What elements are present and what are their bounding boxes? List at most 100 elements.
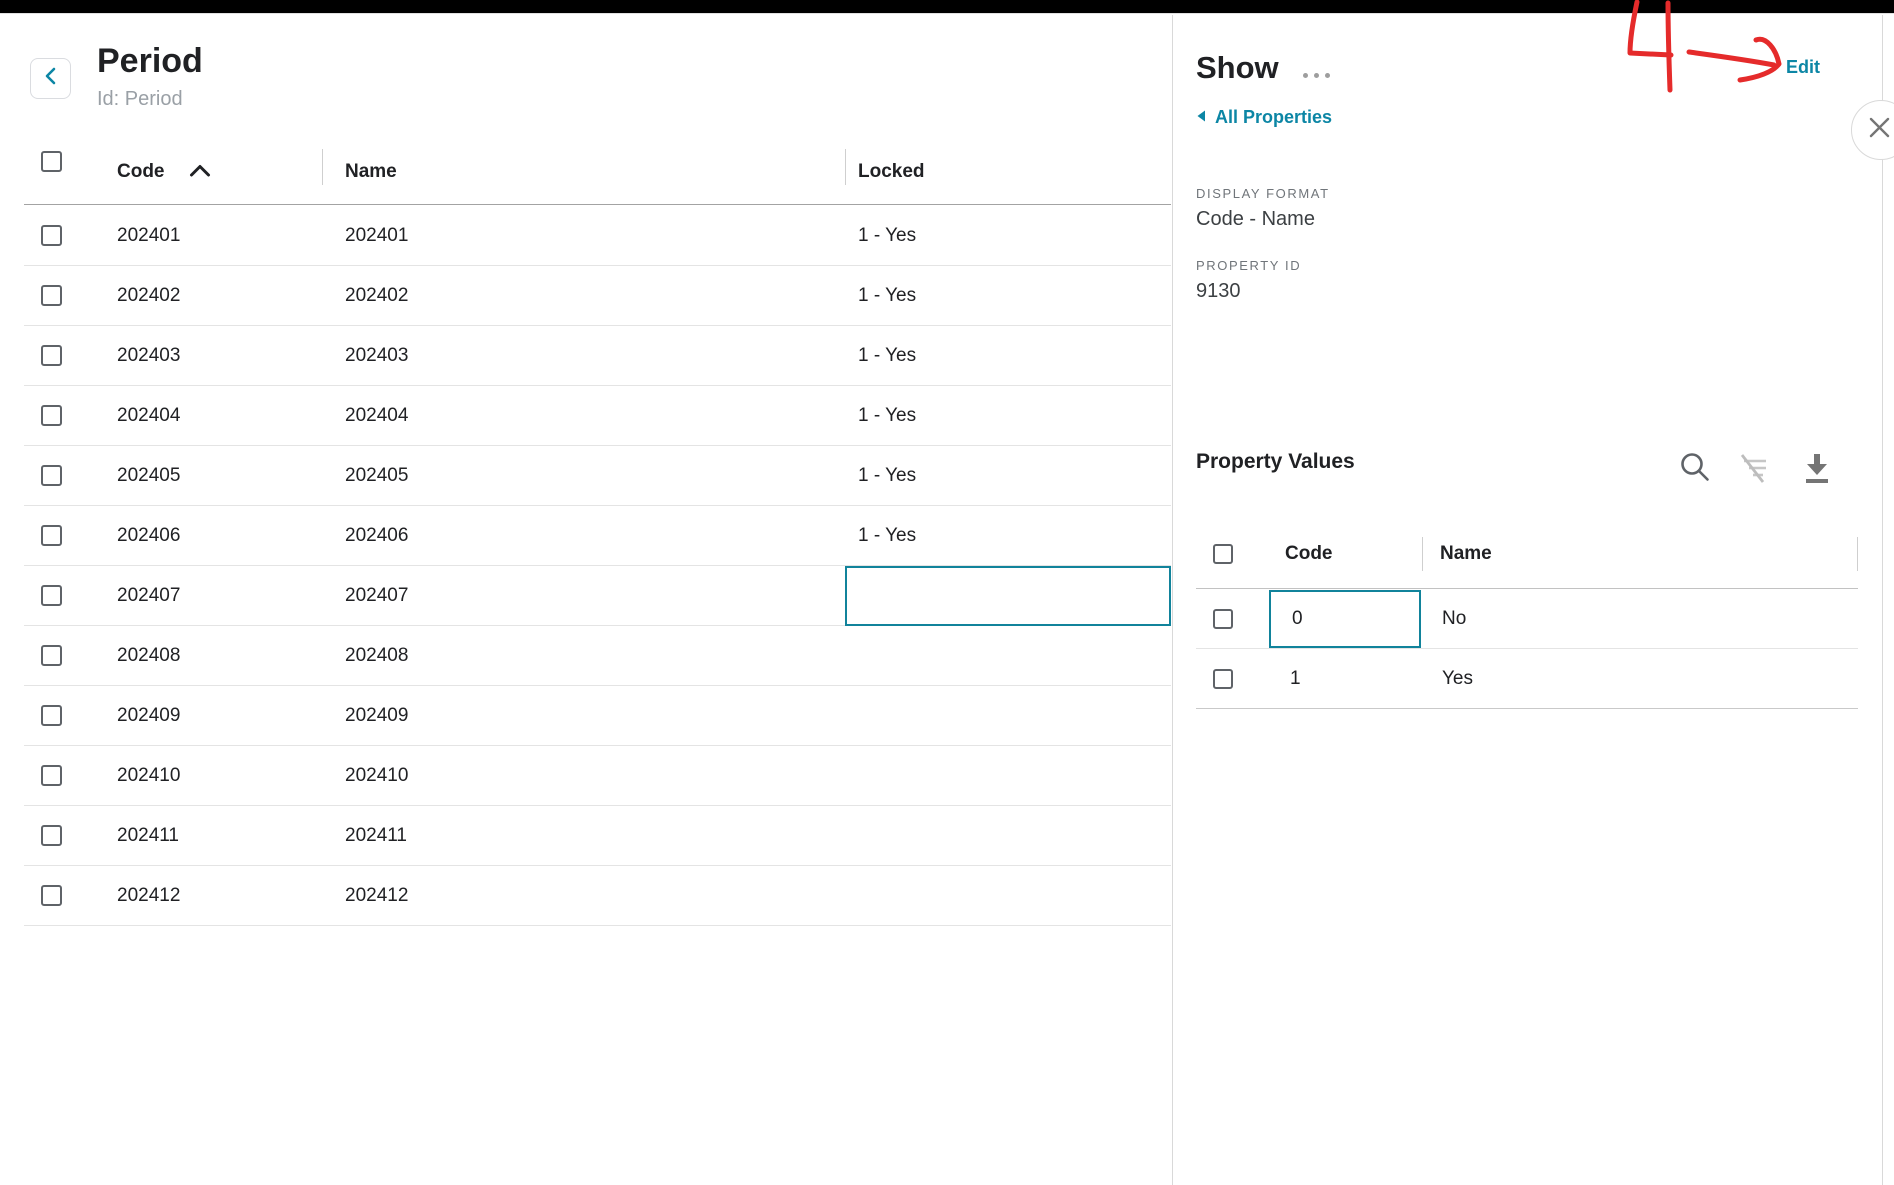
cell-locked[interactable]: 1 - Yes [858,524,917,546]
table-row: 202410 202410 [24,746,1171,806]
row-checkbox[interactable] [41,645,62,666]
cell-name[interactable]: 202406 [345,524,409,546]
edit-button[interactable]: Edit [1786,57,1820,77]
row-checkbox[interactable] [41,825,62,846]
close-icon [1868,116,1891,144]
cell-name[interactable]: No [1442,607,1467,629]
property-id-label: PROPERTY ID [1196,258,1302,273]
panel-divider [1172,15,1173,1185]
table-row: 202404 202404 1 - Yes [24,386,1171,446]
row-checkbox[interactable] [1213,609,1233,629]
row-checkbox[interactable] [41,885,62,906]
row-checkbox[interactable] [41,345,62,366]
page-subtitle: Id: Period [97,88,183,110]
table-row: 202412 202412 [24,866,1171,926]
cell-code[interactable]: 202410 [117,764,181,786]
cell-code[interactable]: 202401 [117,224,181,246]
table-row: 202401 202401 1 - Yes [24,206,1171,266]
row-checkbox[interactable] [41,765,62,786]
cell-name[interactable]: 202409 [345,704,409,726]
all-properties-link[interactable]: All Properties [1196,107,1332,128]
cell-name[interactable]: 202403 [345,344,409,366]
back-button[interactable] [30,58,71,99]
table-row: 202407 202407 [24,566,1171,626]
download-icon[interactable] [1799,450,1835,486]
row-checkbox[interactable] [41,525,62,546]
cell-locked[interactable]: 1 - Yes [858,224,917,246]
cell-code[interactable]: 1 [1290,668,1301,689]
cell-code[interactable]: 202412 [117,884,181,906]
cell-locked[interactable]: 1 - Yes [858,464,917,486]
table-row: 202409 202409 [24,686,1171,746]
cell-name[interactable]: 202411 [345,824,407,846]
display-format-label: DISPLAY FORMAT [1196,186,1330,201]
column-divider [1857,537,1858,571]
cell-code[interactable]: 202404 [117,404,181,426]
chevron-left-icon [43,66,58,91]
pv-select-all-checkbox[interactable] [1213,544,1233,564]
display-format-value: Code - Name [1196,208,1315,230]
row-checkbox[interactable] [41,285,62,306]
row-checkbox[interactable] [41,465,62,486]
select-all-checkbox[interactable] [41,151,62,172]
table-row: 202411 202411 [24,806,1171,866]
table-row: 202405 202405 1 - Yes [24,446,1171,506]
row-checkbox[interactable] [41,225,62,246]
cell-locked[interactable]: 1 - Yes [858,404,917,426]
pv-column-header-name[interactable]: Name [1440,543,1492,564]
cell-name[interactable]: Yes [1442,667,1473,689]
cell-name[interactable]: 202405 [345,464,409,486]
column-divider [845,149,846,185]
cell-code[interactable]: 202408 [117,644,181,666]
column-header-code[interactable]: Code [117,140,211,204]
cell-code[interactable]: 202411 [117,824,179,846]
cell-code[interactable]: 202402 [117,284,181,306]
cell-locked[interactable]: 1 - Yes [858,344,917,366]
panel-right-edge [1882,15,1883,1185]
cell-name[interactable]: 202412 [345,884,409,906]
cell-name[interactable]: 202407 [345,584,409,606]
table-row: 202406 202406 1 - Yes [24,506,1171,566]
cell-code[interactable]: 202407 [117,584,181,606]
close-button[interactable] [1851,100,1894,160]
table-row: 202402 202402 1 - Yes [24,266,1171,326]
cell-name[interactable]: 202404 [345,404,409,426]
cell-locked[interactable]: 1 - Yes [858,284,917,306]
page-title: Period [97,42,203,80]
row-checkbox[interactable] [41,705,62,726]
cell-name[interactable]: 202401 [345,224,409,246]
table-row: 202408 202408 [24,626,1171,686]
main-table-header: Code Name Locked [24,140,1171,205]
more-options-icon[interactable] [1299,69,1334,82]
pv-column-header-code[interactable]: Code [1285,543,1333,564]
cell-code[interactable]: 202405 [117,464,181,486]
search-icon[interactable] [1677,450,1713,486]
filter-off-icon[interactable] [1735,450,1771,486]
row-checkbox[interactable] [41,585,62,606]
cell-code[interactable]: 0 [1269,590,1421,648]
property-values-title: Property Values [1196,450,1355,473]
column-header-locked[interactable]: Locked [858,161,925,182]
top-bar [0,0,1894,14]
row-checkbox[interactable] [41,405,62,426]
column-header-code-label: Code [117,161,165,182]
selected-cell-outline[interactable] [845,566,1171,626]
panel-title: Show [1196,50,1279,85]
sort-ascending-icon [189,161,211,183]
cell-name[interactable]: 202408 [345,644,409,666]
column-divider [322,149,323,185]
main-table-body: 202401 202401 1 - Yes 202402 202402 1 - … [24,206,1171,926]
property-value-row: 0 No [1196,589,1858,649]
triangle-left-icon [1196,107,1206,128]
property-id-value: 9130 [1196,280,1241,302]
cell-name[interactable]: 202410 [345,764,409,786]
row-checkbox[interactable] [1213,669,1233,689]
cell-code[interactable]: 202406 [117,524,181,546]
table-row: 202403 202403 1 - Yes [24,326,1171,386]
column-header-name[interactable]: Name [345,161,397,182]
cell-name[interactable]: 202402 [345,284,409,306]
cell-code[interactable]: 202403 [117,344,181,366]
property-values-body: 0 No 1 Yes [1196,589,1858,709]
all-properties-label: All Properties [1215,107,1333,127]
cell-code[interactable]: 202409 [117,704,181,726]
